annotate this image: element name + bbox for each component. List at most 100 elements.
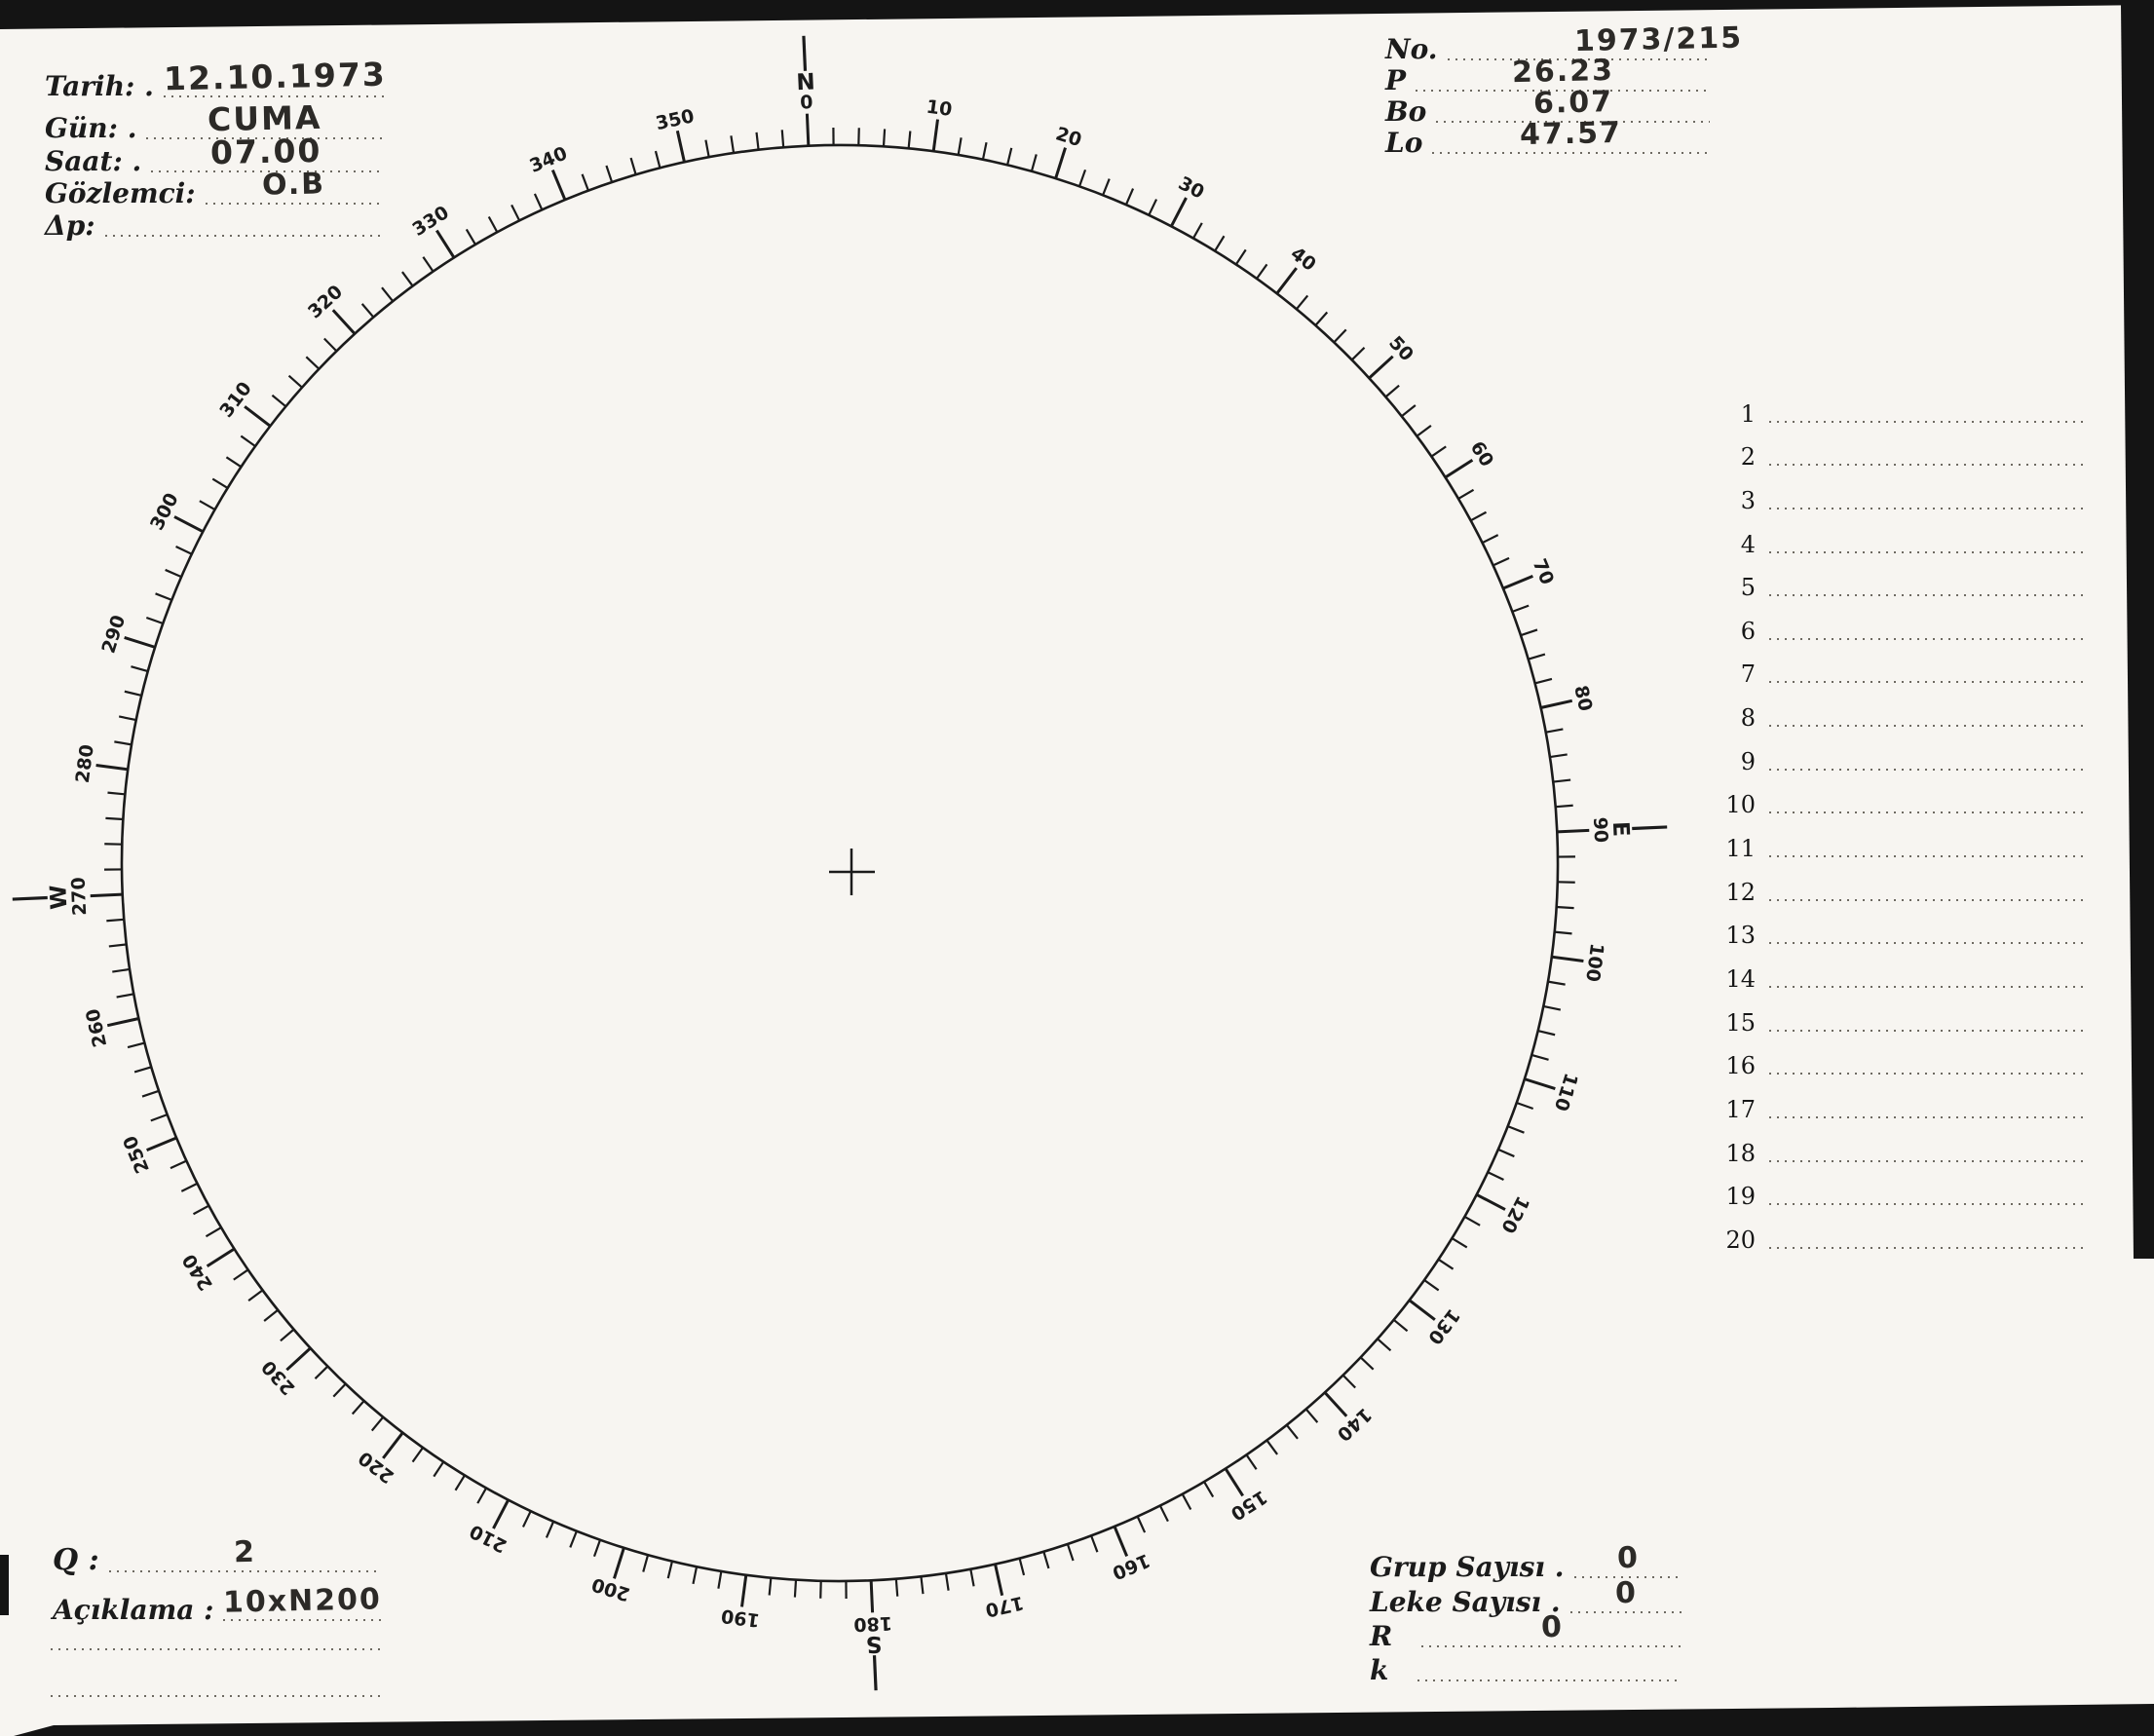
minor-degree-tick bbox=[1549, 753, 1568, 759]
major-degree-tick bbox=[1540, 698, 1573, 709]
minor-degree-tick bbox=[1497, 1148, 1515, 1158]
minor-degree-tick bbox=[131, 665, 149, 673]
field-label-aciklama: Açıklama : bbox=[53, 1594, 214, 1626]
minor-degree-tick bbox=[793, 1579, 798, 1598]
list-item-number: 11 bbox=[1725, 835, 1756, 863]
minor-degree-tick bbox=[127, 1041, 145, 1049]
scan-edge-right bbox=[2121, 4, 2154, 1259]
minor-degree-tick bbox=[360, 303, 375, 319]
list-item-line bbox=[1769, 507, 2083, 509]
list-item: 19 bbox=[1720, 1171, 2083, 1215]
minor-degree-tick bbox=[1266, 1439, 1278, 1455]
degree-label: 60 bbox=[1466, 437, 1498, 471]
degree-label: 30 bbox=[1175, 172, 1208, 204]
minor-degree-tick bbox=[114, 740, 132, 746]
field-label-grup-sayisi: Grup Sayısı . bbox=[1370, 1551, 1565, 1583]
list-item-number: 10 bbox=[1725, 791, 1756, 819]
list-item-number: 3 bbox=[1740, 486, 1756, 514]
degree-label: 100 bbox=[1581, 942, 1607, 983]
minor-degree-tick bbox=[920, 1576, 925, 1595]
major-degree-tick bbox=[1524, 1077, 1556, 1090]
list-item-line bbox=[1769, 464, 2083, 467]
list-item-line bbox=[1769, 811, 2083, 814]
field-value-aciklama: 10xN200 bbox=[223, 1582, 383, 1620]
minor-degree-tick bbox=[1423, 1279, 1440, 1292]
minor-degree-tick bbox=[150, 1113, 169, 1122]
list-item-number: 13 bbox=[1725, 922, 1756, 950]
list-item: 14 bbox=[1720, 953, 2083, 997]
minor-degree-tick bbox=[1554, 930, 1572, 935]
minor-degree-tick bbox=[1295, 294, 1309, 311]
minor-degree-tick bbox=[1401, 404, 1417, 418]
list-item-line bbox=[1769, 594, 2083, 597]
minor-degree-tick bbox=[1451, 1237, 1468, 1249]
field-bo: Bo 6.07 bbox=[1385, 80, 1710, 126]
minor-degree-tick bbox=[1437, 1258, 1455, 1270]
list-item-line bbox=[1769, 681, 2083, 684]
list-item-number: 15 bbox=[1725, 1008, 1756, 1037]
field-line-gozlemci: O.B bbox=[205, 162, 383, 205]
minor-degree-tick bbox=[704, 139, 710, 158]
minor-degree-tick bbox=[205, 1227, 222, 1238]
minor-degree-tick bbox=[1537, 1029, 1556, 1037]
list-item-number: 12 bbox=[1725, 878, 1756, 906]
field-line-tarih: 12.10.1973 bbox=[164, 55, 388, 98]
list-item: 12 bbox=[1720, 866, 2083, 910]
list-item-line bbox=[1769, 637, 2083, 640]
list-item-number: 4 bbox=[1740, 530, 1756, 558]
list-item: 17 bbox=[1720, 1083, 2083, 1127]
field-label-lo: Lo bbox=[1385, 127, 1423, 159]
list-item: 16 bbox=[1720, 1040, 2083, 1084]
minor-degree-tick bbox=[1556, 905, 1574, 910]
list-item-number: 9 bbox=[1740, 747, 1756, 775]
list-item-line bbox=[1769, 1073, 2083, 1076]
degree-label: 310 bbox=[215, 378, 256, 422]
list-item-number: 17 bbox=[1725, 1095, 1756, 1123]
blank-remark-line-1 bbox=[51, 1648, 382, 1650]
field-gun: Gün: . CUMA bbox=[45, 96, 382, 142]
degree-label: 210 bbox=[467, 1520, 510, 1557]
list-item-number: 8 bbox=[1740, 704, 1756, 733]
minor-degree-tick bbox=[1314, 311, 1329, 326]
disk-outline bbox=[120, 143, 1560, 1583]
minor-degree-tick bbox=[422, 256, 435, 273]
minor-degree-tick bbox=[476, 1487, 488, 1504]
major-degree-tick bbox=[675, 130, 686, 163]
minor-degree-tick bbox=[107, 791, 126, 796]
minor-degree-tick bbox=[287, 374, 303, 389]
minor-degree-tick bbox=[845, 1580, 848, 1599]
field-label-no: No. bbox=[1385, 33, 1438, 65]
list-item: 3 bbox=[1720, 474, 2083, 518]
minor-degree-tick bbox=[605, 165, 614, 183]
minor-degree-tick bbox=[957, 137, 963, 156]
list-item: 18 bbox=[1720, 1127, 2083, 1171]
field-label-q: Q : bbox=[53, 1543, 99, 1577]
cardinal-line bbox=[872, 1655, 878, 1691]
field-delta-p: Δp: bbox=[45, 194, 383, 240]
blank-remark-line-2 bbox=[51, 1695, 382, 1697]
center-cross bbox=[829, 849, 875, 895]
field-line-bo: 6.07 bbox=[1436, 80, 1710, 123]
field-value-grup-sayisi: 0 bbox=[1616, 1540, 1641, 1576]
field-label-tarih: Tarih: . bbox=[45, 70, 154, 102]
degree-label: 70 bbox=[1529, 556, 1558, 588]
major-degree-tick bbox=[492, 1499, 510, 1529]
minor-degree-tick bbox=[1547, 980, 1566, 986]
major-degree-tick bbox=[1551, 955, 1584, 962]
field-grup-sayisi: Grup Sayısı . 0 bbox=[1370, 1535, 1683, 1583]
list-item-number: 6 bbox=[1740, 617, 1756, 645]
cardinal-letter: W bbox=[46, 885, 72, 910]
field-lo: Lo 47.57 bbox=[1385, 111, 1710, 159]
minor-degree-tick bbox=[981, 141, 988, 161]
degree-label: 110 bbox=[1550, 1071, 1582, 1113]
field-no: No. 1973/215 bbox=[1385, 18, 1743, 65]
minor-degree-tick bbox=[141, 1089, 160, 1098]
field-label-p: P bbox=[1385, 64, 1407, 96]
degree-label: 40 bbox=[1286, 243, 1319, 276]
list-item-number: 7 bbox=[1740, 660, 1756, 689]
field-line-k bbox=[1417, 1639, 1682, 1681]
minor-degree-tick bbox=[1530, 1053, 1549, 1061]
degree-label: 350 bbox=[654, 105, 696, 134]
major-degree-tick bbox=[1275, 267, 1298, 295]
